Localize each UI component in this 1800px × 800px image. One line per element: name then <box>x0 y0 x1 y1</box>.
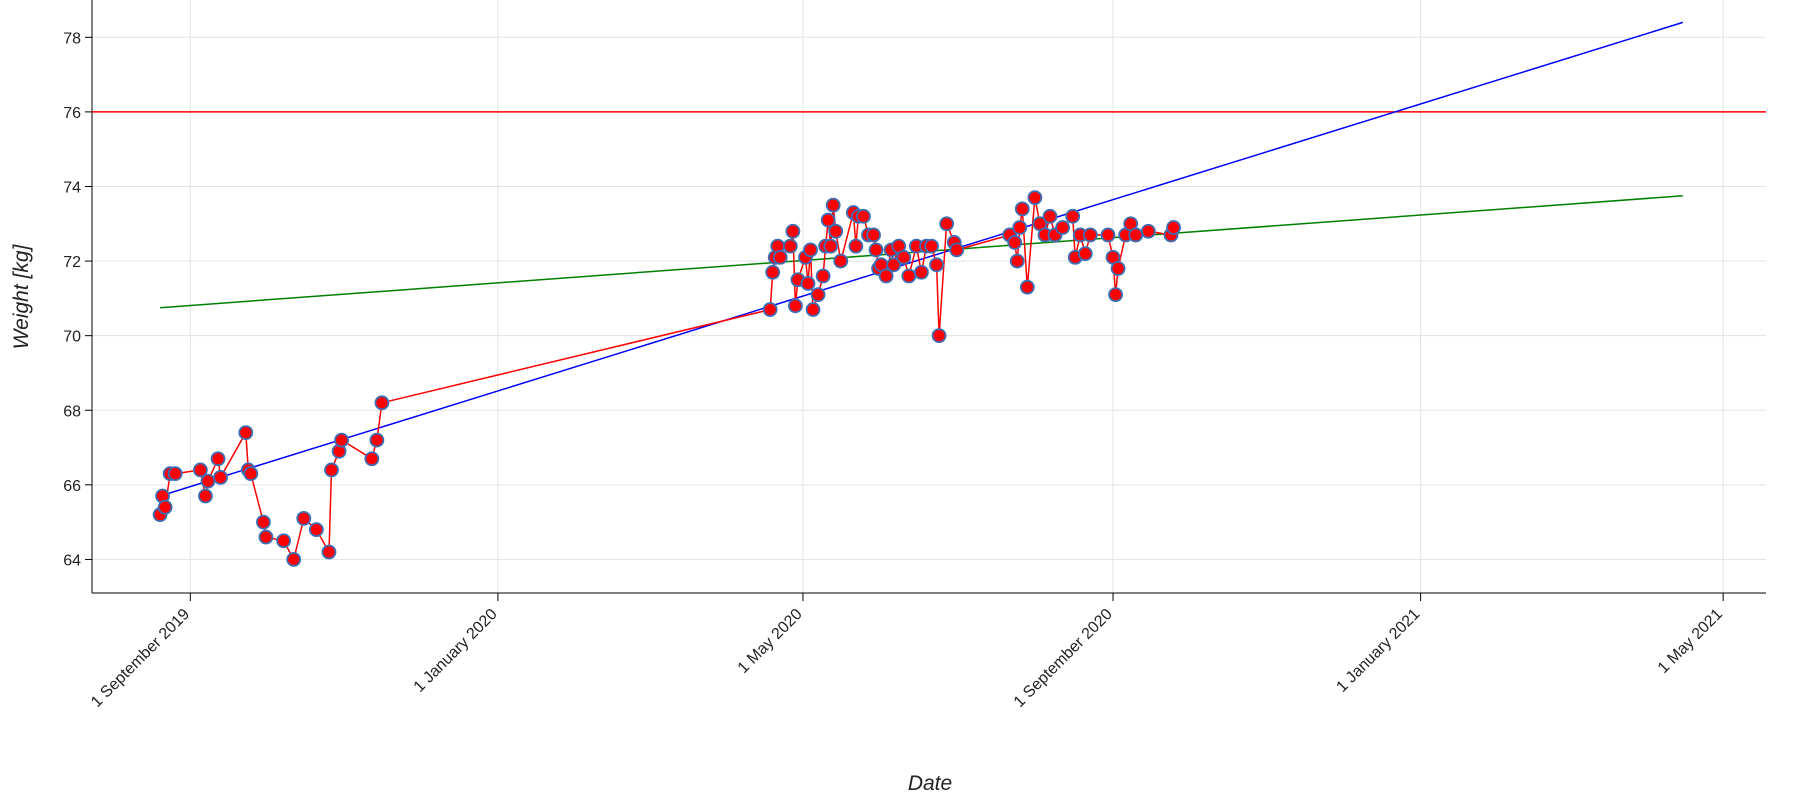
y-tick-label: 70 <box>63 329 81 346</box>
y-tick-label: 74 <box>63 179 81 196</box>
data-point <box>167 466 183 482</box>
data-point <box>1110 261 1126 276</box>
y-tick-label: 78 <box>63 30 81 47</box>
data-point <box>825 197 841 213</box>
data-point <box>369 432 385 448</box>
data-point <box>896 249 912 265</box>
data-point <box>1166 220 1181 235</box>
data-point <box>800 276 816 291</box>
data-point <box>1055 220 1071 235</box>
data-point <box>762 302 778 317</box>
data-point <box>820 212 836 228</box>
data-point <box>243 466 259 482</box>
data-point <box>1007 235 1023 250</box>
data-point <box>1108 287 1123 303</box>
series-line <box>159 21 1684 497</box>
y-tick-label: 76 <box>63 105 81 122</box>
x-tick-label: 1 September 2020 <box>1011 606 1116 711</box>
data-point <box>1140 223 1156 239</box>
data-point <box>198 488 213 504</box>
data-point <box>823 238 839 254</box>
x-axis-label: Date <box>908 772 952 795</box>
data-point <box>213 469 228 485</box>
data-point <box>949 242 965 258</box>
data-point <box>815 268 831 284</box>
data-point <box>308 522 324 537</box>
data-point <box>210 451 226 467</box>
data-point <box>914 264 929 280</box>
data-point <box>828 223 844 239</box>
series-line <box>159 197 1175 562</box>
data-point <box>157 499 173 515</box>
data-point <box>848 238 864 254</box>
data-point <box>324 462 339 478</box>
x-tick-label: 1 January 2020 <box>411 606 501 696</box>
x-tick-label: 1 January 2021 <box>1333 606 1423 696</box>
data-point <box>238 425 254 441</box>
data-point <box>868 242 884 258</box>
data-point <box>803 242 818 258</box>
data-point <box>193 462 208 478</box>
data-point <box>286 552 302 567</box>
data-point <box>929 257 944 273</box>
x-tick-label: 1 May 2020 <box>735 606 806 677</box>
data-point <box>200 473 216 489</box>
data-point <box>939 216 955 232</box>
data-point <box>296 511 312 526</box>
data-point <box>1065 208 1081 224</box>
data-point <box>334 432 349 448</box>
data-point <box>878 268 894 284</box>
data-point <box>765 264 781 280</box>
data-point <box>1042 208 1058 224</box>
data-point <box>833 253 849 269</box>
data-point <box>276 533 292 549</box>
data-point <box>374 395 390 411</box>
data-point <box>1100 227 1116 243</box>
data-point <box>886 257 902 273</box>
data-point <box>1082 227 1098 243</box>
data-point <box>256 514 271 530</box>
y-tick-label: 64 <box>63 552 81 569</box>
data-point <box>924 238 939 254</box>
data-point <box>866 227 881 243</box>
data-point <box>1077 246 1093 262</box>
x-tick-label: 1 September 2019 <box>88 606 193 711</box>
data-point <box>1019 279 1035 295</box>
data-point <box>1027 190 1043 206</box>
data-point <box>1012 220 1028 235</box>
data-point <box>810 287 826 303</box>
data-point <box>787 298 803 314</box>
y-tick-label: 66 <box>63 478 81 495</box>
data-point <box>364 451 380 467</box>
data-point <box>1128 227 1144 243</box>
data-point <box>1014 201 1030 217</box>
data-point <box>321 544 337 560</box>
data-point <box>782 238 798 254</box>
data-point <box>772 249 788 265</box>
data-point <box>805 302 821 317</box>
series-line <box>160 195 1683 309</box>
y-tick-label: 72 <box>63 254 81 271</box>
y-axis-label: Weight [kg] <box>10 244 33 350</box>
data-point <box>931 328 947 344</box>
data-point <box>856 208 871 224</box>
y-tick-label: 68 <box>63 403 81 420</box>
data-point <box>258 529 274 545</box>
data-point <box>901 268 917 284</box>
data-point <box>1009 253 1025 269</box>
data-point <box>785 223 801 239</box>
x-tick-label: 1 May 2021 <box>1655 606 1726 677</box>
